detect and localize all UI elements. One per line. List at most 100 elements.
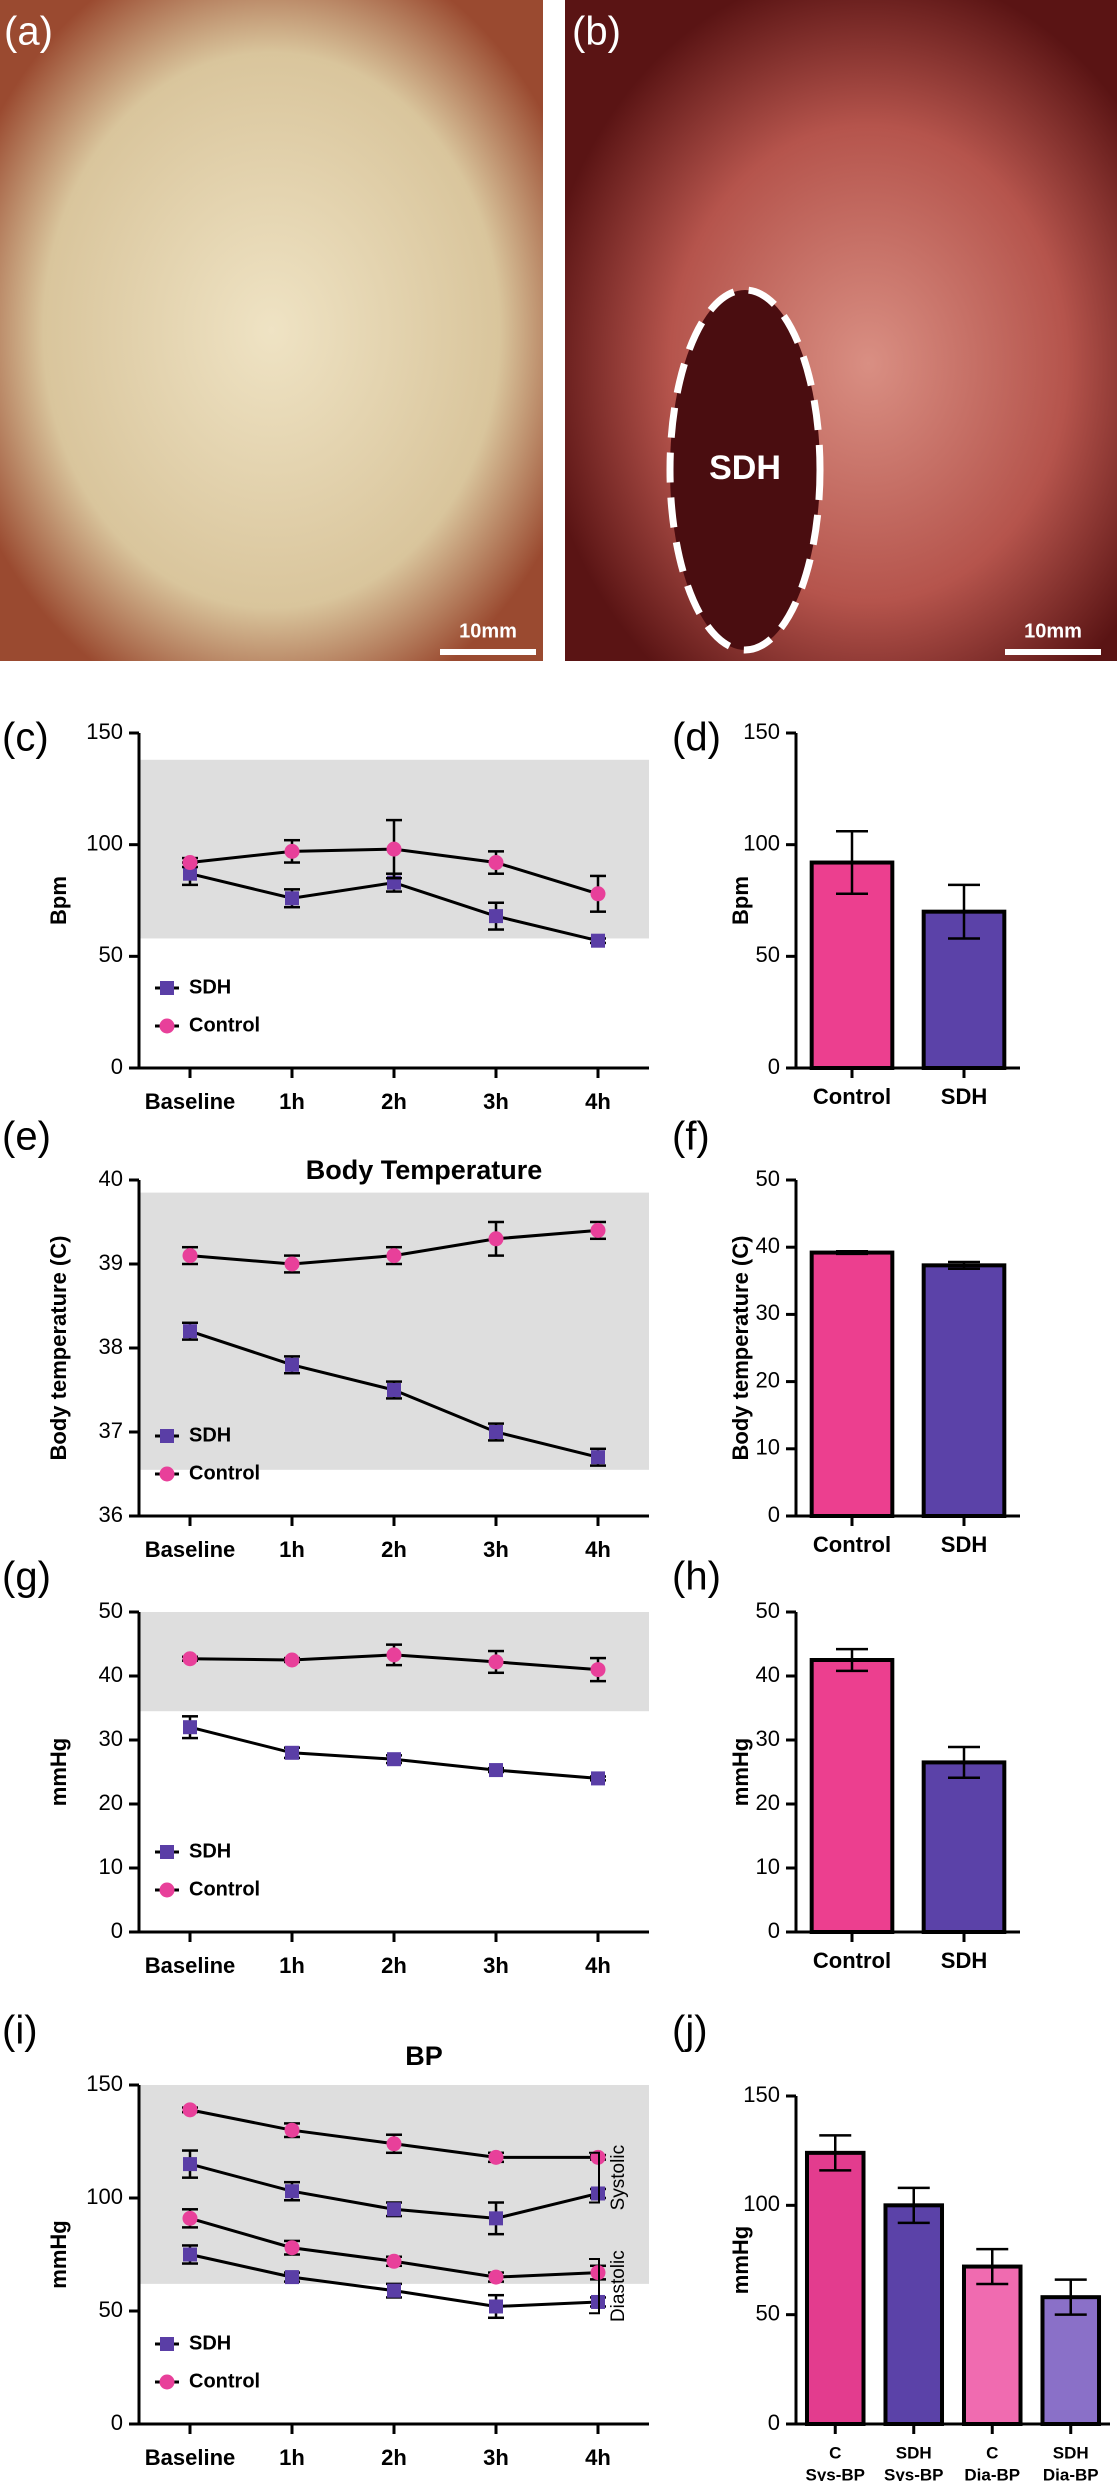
x-tick-label: 4h: [585, 1537, 611, 1562]
bar: [883, 2203, 945, 2426]
x-tick-label: 1h: [279, 2445, 305, 2470]
y-tick-label: 100: [86, 2184, 123, 2209]
y-tick-label: 0: [768, 1918, 780, 1943]
y-tick-label: 0: [768, 1502, 780, 1527]
y-axis-label: Bpm: [46, 876, 71, 925]
y-tick-label: 30: [756, 1300, 780, 1325]
x-tick-label: SDH: [941, 1532, 987, 1557]
y-axis-label: mmHg: [728, 2226, 753, 2294]
panel-label: (i): [2, 2009, 38, 2053]
marker: [590, 1222, 606, 1238]
x-tick-label: 3h: [483, 2445, 509, 2470]
y-tick-label: 30: [756, 1726, 780, 1751]
y-axis-label: mmHg: [46, 2220, 71, 2288]
photo-b: [565, 0, 1117, 661]
y-tick-label: 150: [743, 2082, 780, 2107]
y-tick-label: 150: [86, 719, 123, 744]
chart-title: BP: [405, 2041, 443, 2071]
legend-label: Control: [189, 2370, 260, 2392]
bar: [921, 1263, 1007, 1518]
y-tick-label: 40: [99, 1662, 123, 1687]
marker: [591, 1771, 605, 1786]
y-axis-label: Bpm: [728, 876, 753, 925]
marker: [285, 2184, 299, 2199]
y-tick-label: 40: [99, 1166, 123, 1191]
x-tick-label: Control: [813, 1084, 891, 1109]
legend-label: SDH: [189, 1840, 231, 1862]
marker: [160, 1429, 174, 1443]
legend-label: Control: [189, 1878, 260, 1900]
marker: [386, 841, 402, 857]
x-tick-label: Sys-BP: [884, 2465, 944, 2481]
marker: [591, 933, 605, 948]
panel-label: (j): [672, 2009, 708, 2053]
legend-label: SDH: [189, 2332, 231, 2354]
legend-label: SDH: [189, 976, 231, 998]
marker: [182, 2102, 198, 2118]
marker: [489, 2211, 503, 2226]
x-tick-label: 2h: [381, 1537, 407, 1562]
y-tick-label: 150: [743, 719, 780, 744]
y-tick-label: 36: [99, 1502, 123, 1527]
marker: [285, 891, 299, 906]
marker: [159, 1466, 175, 1482]
marker: [182, 1651, 198, 1667]
sdh-outline: [666, 286, 824, 654]
y-tick-label: 50: [756, 1166, 780, 1191]
bar: [921, 1760, 1007, 1935]
marker: [284, 2240, 300, 2256]
y-tick-label: 0: [111, 1918, 123, 1943]
x-tick-label: Dia-BP: [964, 2465, 1020, 2481]
y-tick-label: 150: [86, 2071, 123, 2096]
marker: [284, 2122, 300, 2138]
marker: [488, 2269, 504, 2285]
marker: [387, 1752, 401, 1767]
marker: [489, 909, 503, 924]
marker: [284, 843, 300, 859]
y-tick-label: 20: [756, 1367, 780, 1392]
photo-a: [0, 0, 543, 661]
x-tick-label: SDH: [941, 1948, 987, 1973]
marker: [590, 886, 606, 902]
marker: [387, 2283, 401, 2298]
y-tick-label: 20: [756, 1790, 780, 1815]
y-tick-label: 10: [756, 1435, 780, 1460]
scale-label: 10mm: [459, 620, 517, 642]
marker: [386, 2253, 402, 2269]
panel-label: (d): [672, 716, 721, 760]
marker: [591, 1450, 605, 1465]
y-tick-label: 100: [743, 830, 780, 855]
marker: [182, 1248, 198, 1264]
x-tick-label: 4h: [585, 1089, 611, 1114]
marker: [284, 1256, 300, 1272]
marker: [488, 855, 504, 871]
x-tick-label: SDH: [896, 2443, 932, 2462]
y-tick-label: 100: [743, 2191, 780, 2216]
x-tick-label: 1h: [279, 1953, 305, 1978]
bar: [809, 860, 895, 1070]
y-axis-label: Body temperature (C): [728, 1236, 753, 1461]
y-tick-label: 38: [99, 1334, 123, 1359]
marker: [159, 1018, 175, 1034]
y-axis-label: Body temperature (C): [46, 1236, 71, 1461]
bar: [809, 1658, 895, 1934]
shaded-range: [139, 1192, 649, 1470]
marker: [160, 1845, 174, 1859]
panel-label: (e): [2, 1115, 51, 1159]
marker: [489, 1425, 503, 1439]
y-tick-label: 40: [756, 1233, 780, 1258]
x-tick-label: 2h: [381, 2445, 407, 2470]
marker: [183, 2247, 197, 2262]
marker: [387, 1383, 401, 1397]
x-tick-label: Dia-BP: [1043, 2465, 1099, 2481]
bar: [804, 2150, 866, 2426]
marker: [489, 2299, 503, 2314]
marker: [488, 2149, 504, 2165]
marker: [183, 2157, 197, 2172]
y-tick-label: 50: [99, 2297, 123, 2322]
panel-label: (f): [672, 1115, 710, 1159]
bracket: [589, 2151, 600, 2204]
marker: [488, 1231, 504, 1247]
marker: [183, 866, 197, 881]
